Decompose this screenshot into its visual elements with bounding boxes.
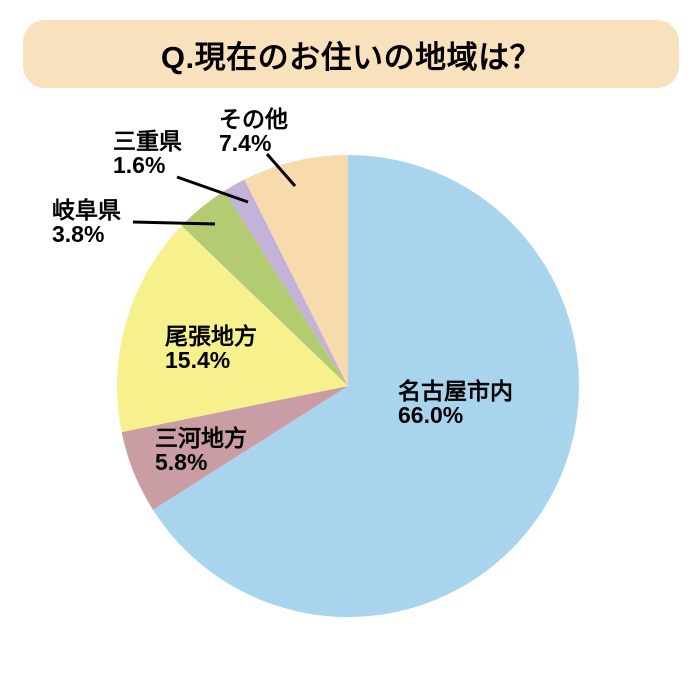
leader-line-岐阜県 <box>132 220 216 226</box>
pie-slice-尾張地方 <box>116 225 348 433</box>
pie-slice-名古屋市内 <box>152 155 579 617</box>
pie-slice-その他 <box>244 155 348 386</box>
pie-slice-三河地方 <box>121 386 349 510</box>
pie-slice-岐阜県 <box>181 190 348 386</box>
leader-line-その他 <box>265 153 297 187</box>
pie-slice-三重県 <box>224 179 348 386</box>
leader-line-三重県 <box>176 175 249 204</box>
question-title: Q.現在のお住いの地域は？ <box>160 39 542 75</box>
question-title-box: Q.現在のお住いの地域は？ <box>23 20 679 88</box>
